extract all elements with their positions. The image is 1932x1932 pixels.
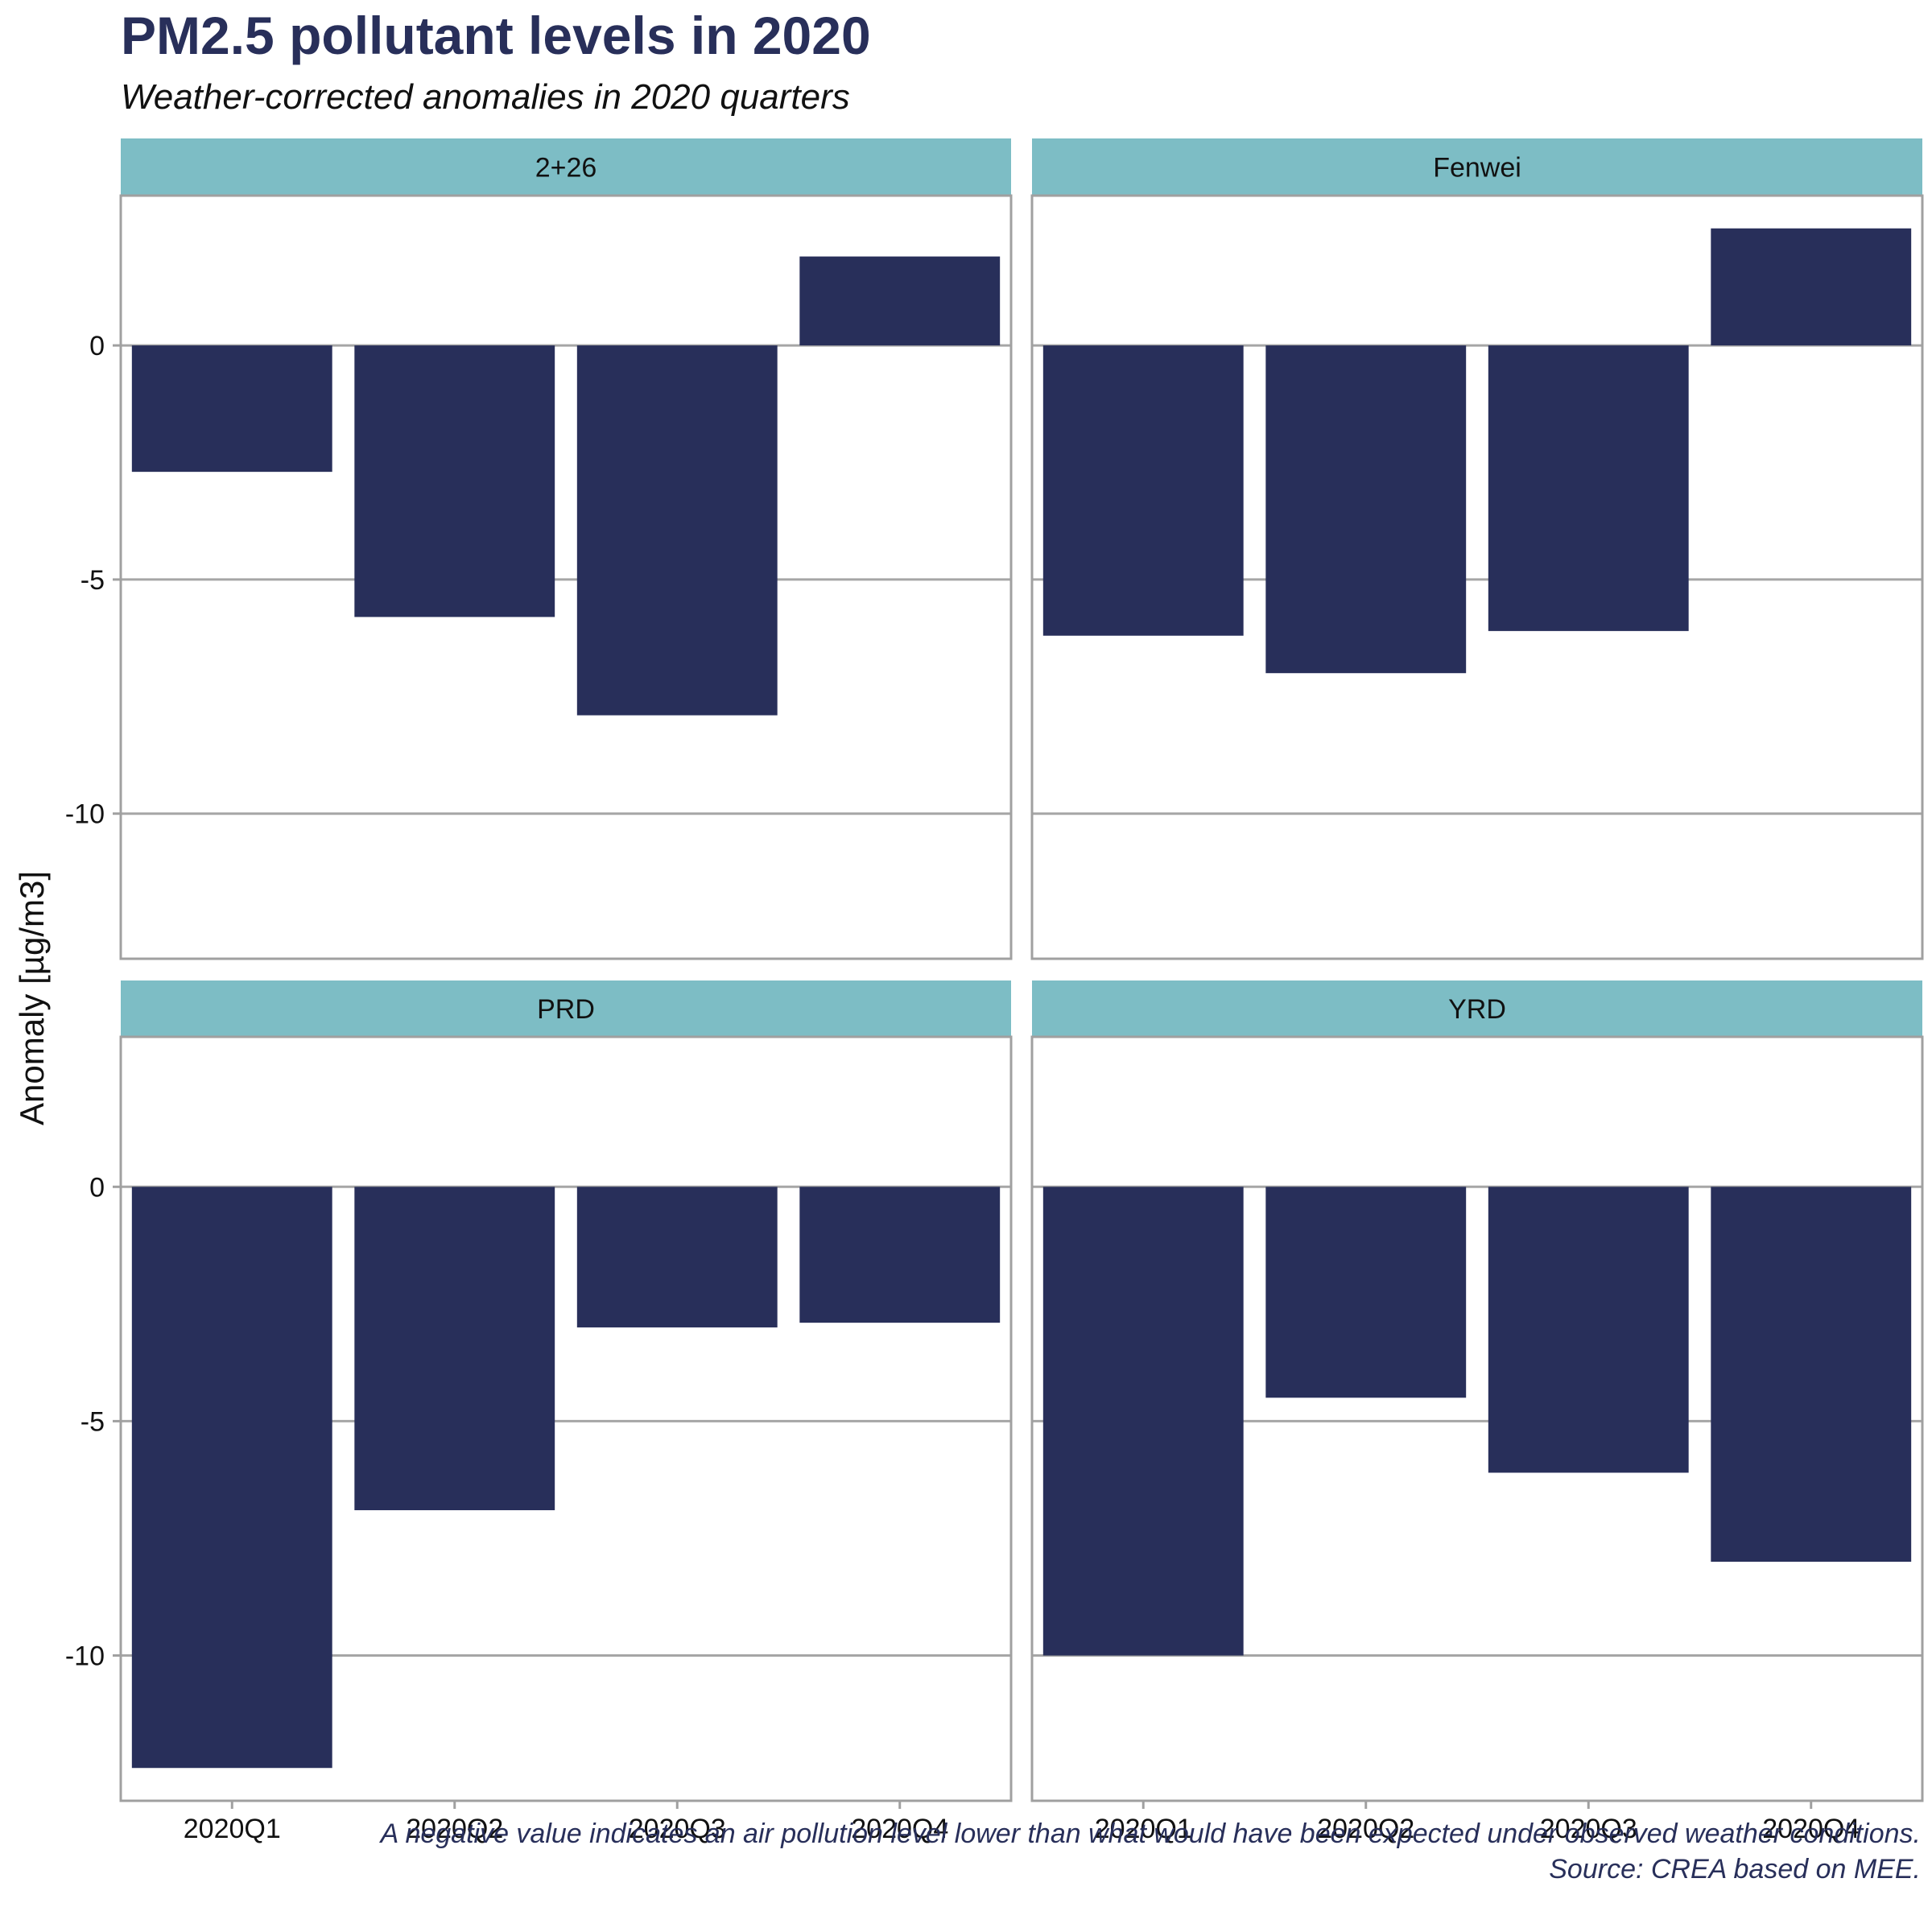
y-tick-label: -10 — [65, 799, 105, 830]
facet-strip — [1032, 138, 1922, 196]
bar-prd-2020q4 — [799, 1187, 1001, 1323]
y-tick-label: 0 — [89, 331, 105, 361]
x-tick-label: 2020Q2 — [406, 1814, 503, 1844]
y-tick-label: -10 — [65, 1641, 105, 1672]
x-tick-label: 2020Q3 — [1540, 1814, 1637, 1844]
bar-yrd-2020q3 — [1488, 1187, 1689, 1473]
facet-label: 2+26 — [535, 153, 597, 184]
bar-yrd-2020q1 — [1042, 1187, 1244, 1656]
x-tick-label: 2020Q4 — [1762, 1814, 1860, 1844]
panel-border — [119, 1035, 1013, 1802]
panel-border — [1030, 1035, 1924, 1802]
bar-2-26-2020q4 — [799, 256, 1001, 346]
chart-title: PM2.5 pollutant levels in 2020 — [121, 6, 871, 65]
x-tick-label: 2020Q1 — [184, 1814, 281, 1844]
bar-fenwei-2020q2 — [1265, 345, 1467, 674]
y-axis-title: Anomaly [µg/m3] — [13, 871, 51, 1125]
facet-label: Fenwei — [1433, 153, 1521, 184]
bar-prd-2020q2 — [354, 1187, 555, 1511]
facet-strip — [121, 138, 1011, 196]
y-tick-label: 0 — [89, 1172, 105, 1203]
bar-fenwei-2020q3 — [1488, 345, 1689, 631]
panel-border — [1030, 194, 1924, 960]
x-tick-label: 2020Q3 — [629, 1814, 726, 1844]
y-tick-label: -5 — [80, 1406, 105, 1437]
chart-caption: A negative value indicates an air pollut… — [381, 1816, 1921, 1887]
facet-strip — [121, 980, 1011, 1037]
bar-2-26-2020q1 — [131, 345, 332, 473]
bar-fenwei-2020q4 — [1711, 228, 1912, 346]
panel-border — [119, 194, 1013, 960]
bar-prd-2020q3 — [576, 1187, 778, 1327]
bar-fenwei-2020q1 — [1042, 345, 1244, 636]
caption-note: A negative value indicates an air pollut… — [380, 1818, 1921, 1849]
chart-subtitle: Weather-corrected anomalies in 2020 quar… — [121, 77, 850, 117]
bar-yrd-2020q2 — [1265, 1187, 1467, 1398]
x-tick-label: 2020Q1 — [1095, 1814, 1192, 1844]
x-tick-label: 2020Q2 — [1317, 1814, 1414, 1844]
bar-2-26-2020q3 — [576, 345, 778, 716]
bar-yrd-2020q4 — [1711, 1187, 1912, 1563]
caption-source: Source: CREA based on MEE. — [1549, 1854, 1921, 1885]
facet-label: PRD — [537, 994, 595, 1025]
bar-prd-2020q1 — [131, 1187, 332, 1769]
facet-strip — [1032, 980, 1922, 1037]
facet-label: YRD — [1448, 994, 1506, 1025]
y-tick-label: -5 — [80, 565, 105, 596]
bar-2-26-2020q2 — [354, 345, 555, 617]
x-tick-label: 2020Q4 — [851, 1814, 948, 1844]
